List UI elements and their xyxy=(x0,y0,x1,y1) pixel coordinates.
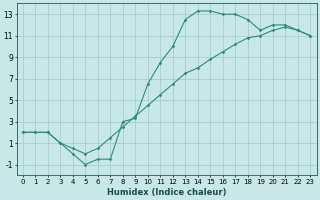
X-axis label: Humidex (Indice chaleur): Humidex (Indice chaleur) xyxy=(107,188,226,197)
